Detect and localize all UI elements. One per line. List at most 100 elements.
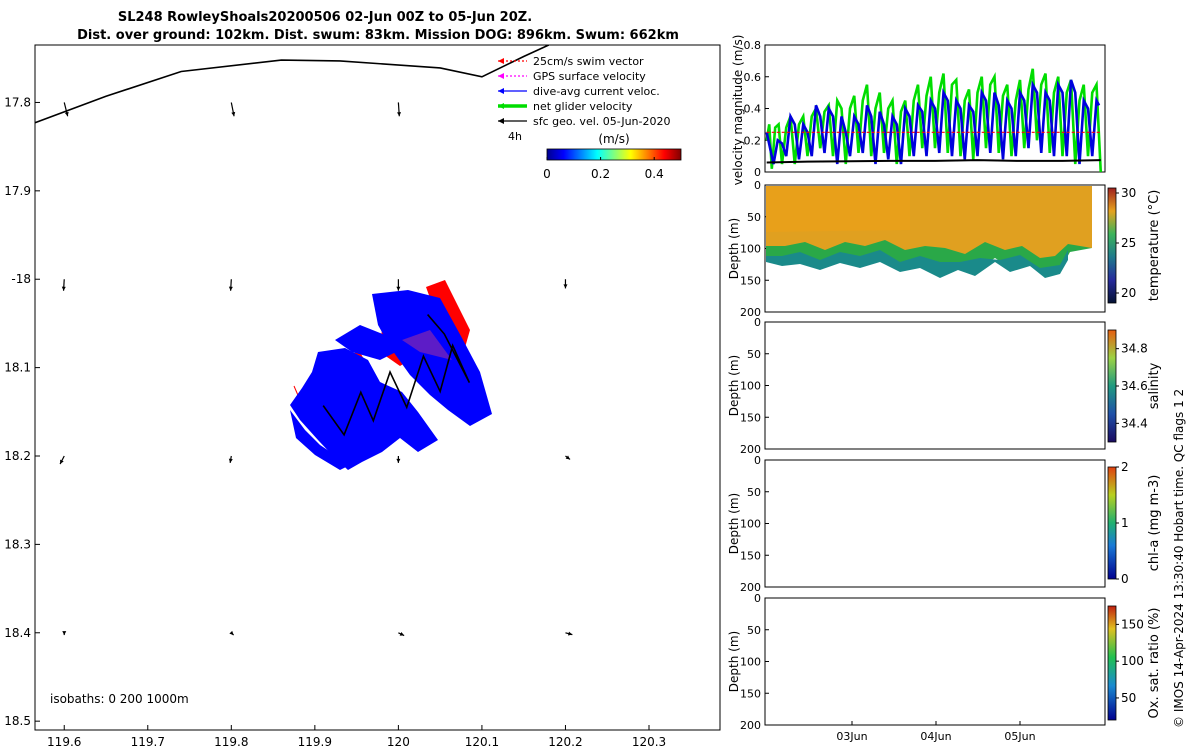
velocity-y-tick-label: 0.2 (744, 134, 762, 147)
depth-ylabel: Depth (m) (727, 493, 741, 554)
map-y-tick-label: -18 (11, 272, 31, 286)
velocity-panel: 0 0.2 0.4 0.6 0.8 velocity magnitude (m/s) (731, 35, 1106, 186)
sfc-vector-head (229, 630, 234, 636)
sfc-vector-head (399, 632, 405, 636)
colorbar-tick-label: 25 (1121, 236, 1136, 250)
legend-label: net glider velocity (533, 100, 633, 113)
time-tick-label: 03Jun (836, 730, 867, 743)
velocity-series-line (766, 159, 1101, 164)
depth-y-tick-label: 0 (754, 592, 761, 605)
colorbar-group: 34.4 34.6 34.8 salinity (1107, 329, 1162, 443)
depth-y-tick-label: 150 (740, 687, 761, 700)
depth-y-tick-label: 200 (740, 306, 761, 319)
depth-y-tick-label: 50 (747, 348, 761, 361)
sfc-vector-head (565, 455, 571, 460)
sfc-vector-head (397, 112, 402, 117)
sfc-vector-head (61, 286, 66, 291)
legend-label: GPS surface velocity (533, 70, 646, 83)
legend-swatch-head (498, 103, 504, 109)
velocity-y-tick-label: 0 (754, 166, 761, 179)
depth-axes-box (764, 459, 1106, 588)
depth-y-tick-label: 150 (740, 411, 761, 424)
colorbar-rect (1107, 605, 1117, 721)
colorbar-group: 20 25 30 temperature (°C) (1107, 186, 1162, 304)
glider-track (322, 314, 471, 437)
sfc-vector-head (228, 458, 233, 463)
depth-ylabel: Depth (m) (727, 631, 741, 692)
temperature-deep-layer (766, 250, 1068, 278)
velocity-series-line (765, 79, 1101, 165)
map-x-ticks: 119.6 119.7 119.8 119.9 120 120.1 120.2 120.3 (47, 725, 666, 749)
depth-y-tick-label: 50 (747, 624, 761, 637)
colorbar-tick-label: 50 (1121, 691, 1136, 705)
title-line-1: SL248 RowleyShoals20200506 02-Jun 00Z to… (118, 10, 532, 25)
velocity-y-tick-label: 0.8 (744, 39, 762, 52)
map-x-tick-label: 120.2 (548, 735, 582, 749)
colorbar-label: temperature (°C) (1147, 190, 1162, 302)
map-x-tick-label: 119.9 (298, 735, 332, 749)
legend-swatch-head (498, 73, 504, 79)
map-y-tick-label: 18.1 (4, 361, 31, 375)
velocity-ylabel: velocity magnitude (m/s) (731, 35, 745, 186)
colorbar-rect (1107, 187, 1117, 304)
depth-y-tick-label: 150 (740, 549, 761, 562)
current-fan-2 (290, 348, 438, 470)
map-x-tick-label: 120 (387, 735, 410, 749)
depth-y-tick-label: 100 (740, 518, 761, 531)
map-x-tick-label: 119.6 (47, 735, 81, 749)
depth-y-tick-label: 200 (740, 581, 761, 594)
time-tick-label: 04Jun (920, 730, 951, 743)
map-colorbar-tick-label: 0.4 (645, 167, 664, 181)
colorbar-rect (1107, 329, 1117, 443)
velocity-series-line (765, 68, 1103, 173)
velocity-series (765, 68, 1103, 173)
interval-label: 4h (508, 130, 522, 143)
sfc-vector-head (231, 111, 236, 117)
map-y-tick-label: 17.9 (4, 184, 31, 198)
colorbar-group: 0 1 2 chl-a (mg m-3) (1107, 460, 1162, 586)
current-fan-3 (335, 325, 400, 360)
map-y-tick-label: 18.2 (4, 449, 31, 463)
colorbar-group: 50 100 150 Ox. sat. ratio (%) (1107, 605, 1162, 721)
coastline (35, 45, 550, 124)
colorbar-rect (1107, 466, 1117, 580)
sfc-vector-head (64, 111, 69, 117)
map-legend: 25cm/s swim vector GPS surface velocity di… (498, 55, 670, 128)
copyright-note: © IMOS 14-Apr-2024 13:30:40 Hobart time.… (1172, 389, 1186, 728)
depth-y-tick-label: 0 (754, 179, 761, 192)
map-y-tick-label: 18.5 (4, 714, 31, 728)
colorbar-tick-label: 34.4 (1121, 416, 1148, 430)
overlap-shade (402, 330, 452, 360)
isobath-label: isobaths: 0 200 1000m (50, 692, 189, 706)
depth-y-tick-label: 50 (747, 211, 761, 224)
colorbar-tick-label: 2 (1121, 460, 1129, 474)
title-line-2: Dist. over ground: 102km. Dist. swum: 83… (77, 28, 679, 43)
depth-axes-box (764, 597, 1106, 726)
depth-panel: 0 50 100 150 200 Depth (m) (727, 454, 1106, 594)
map-colorbar-ticks: 0 0.2 0.4 (543, 157, 664, 181)
colorbar-tick-label: 1 (1121, 516, 1129, 530)
legend-label: 25cm/s swim vector (533, 55, 644, 68)
temperature-section (766, 186, 1092, 278)
colorbar-tick-label: 20 (1121, 286, 1136, 300)
depth-y-tick-label: 100 (740, 243, 761, 256)
depth-y-tick-label: 200 (740, 719, 761, 732)
current-fan-5 (290, 410, 350, 470)
map-x-tick-label: 119.8 (214, 735, 248, 749)
colorbar-tick-label: 100 (1121, 654, 1144, 668)
colorbar-tick-label: 0 (1121, 572, 1129, 586)
map-colorbar-label: (m/s) (598, 132, 629, 146)
map-panel: 119.6 119.7 119.8 119.9 120 120.1 120.2 120.3 1… (4, 44, 721, 749)
map-colorbar-tick-label: 0 (543, 167, 551, 181)
colorbar-tick-label: 34.8 (1121, 342, 1148, 356)
velocity-y-ticks: 0 0.2 0.4 0.6 0.8 (744, 39, 769, 179)
current-fan-1 (372, 290, 492, 426)
depth-y-tick-label: 200 (740, 443, 761, 456)
map-colorbar (546, 148, 682, 161)
legend-swatch-head (498, 118, 504, 124)
depth-panel: 0 50 100 150 200 Depth (m) 03Jun 04Jun 05Jun (727, 592, 1106, 743)
sfc-vector-head (563, 284, 568, 289)
depth-y-tick-label: 150 (740, 274, 761, 287)
